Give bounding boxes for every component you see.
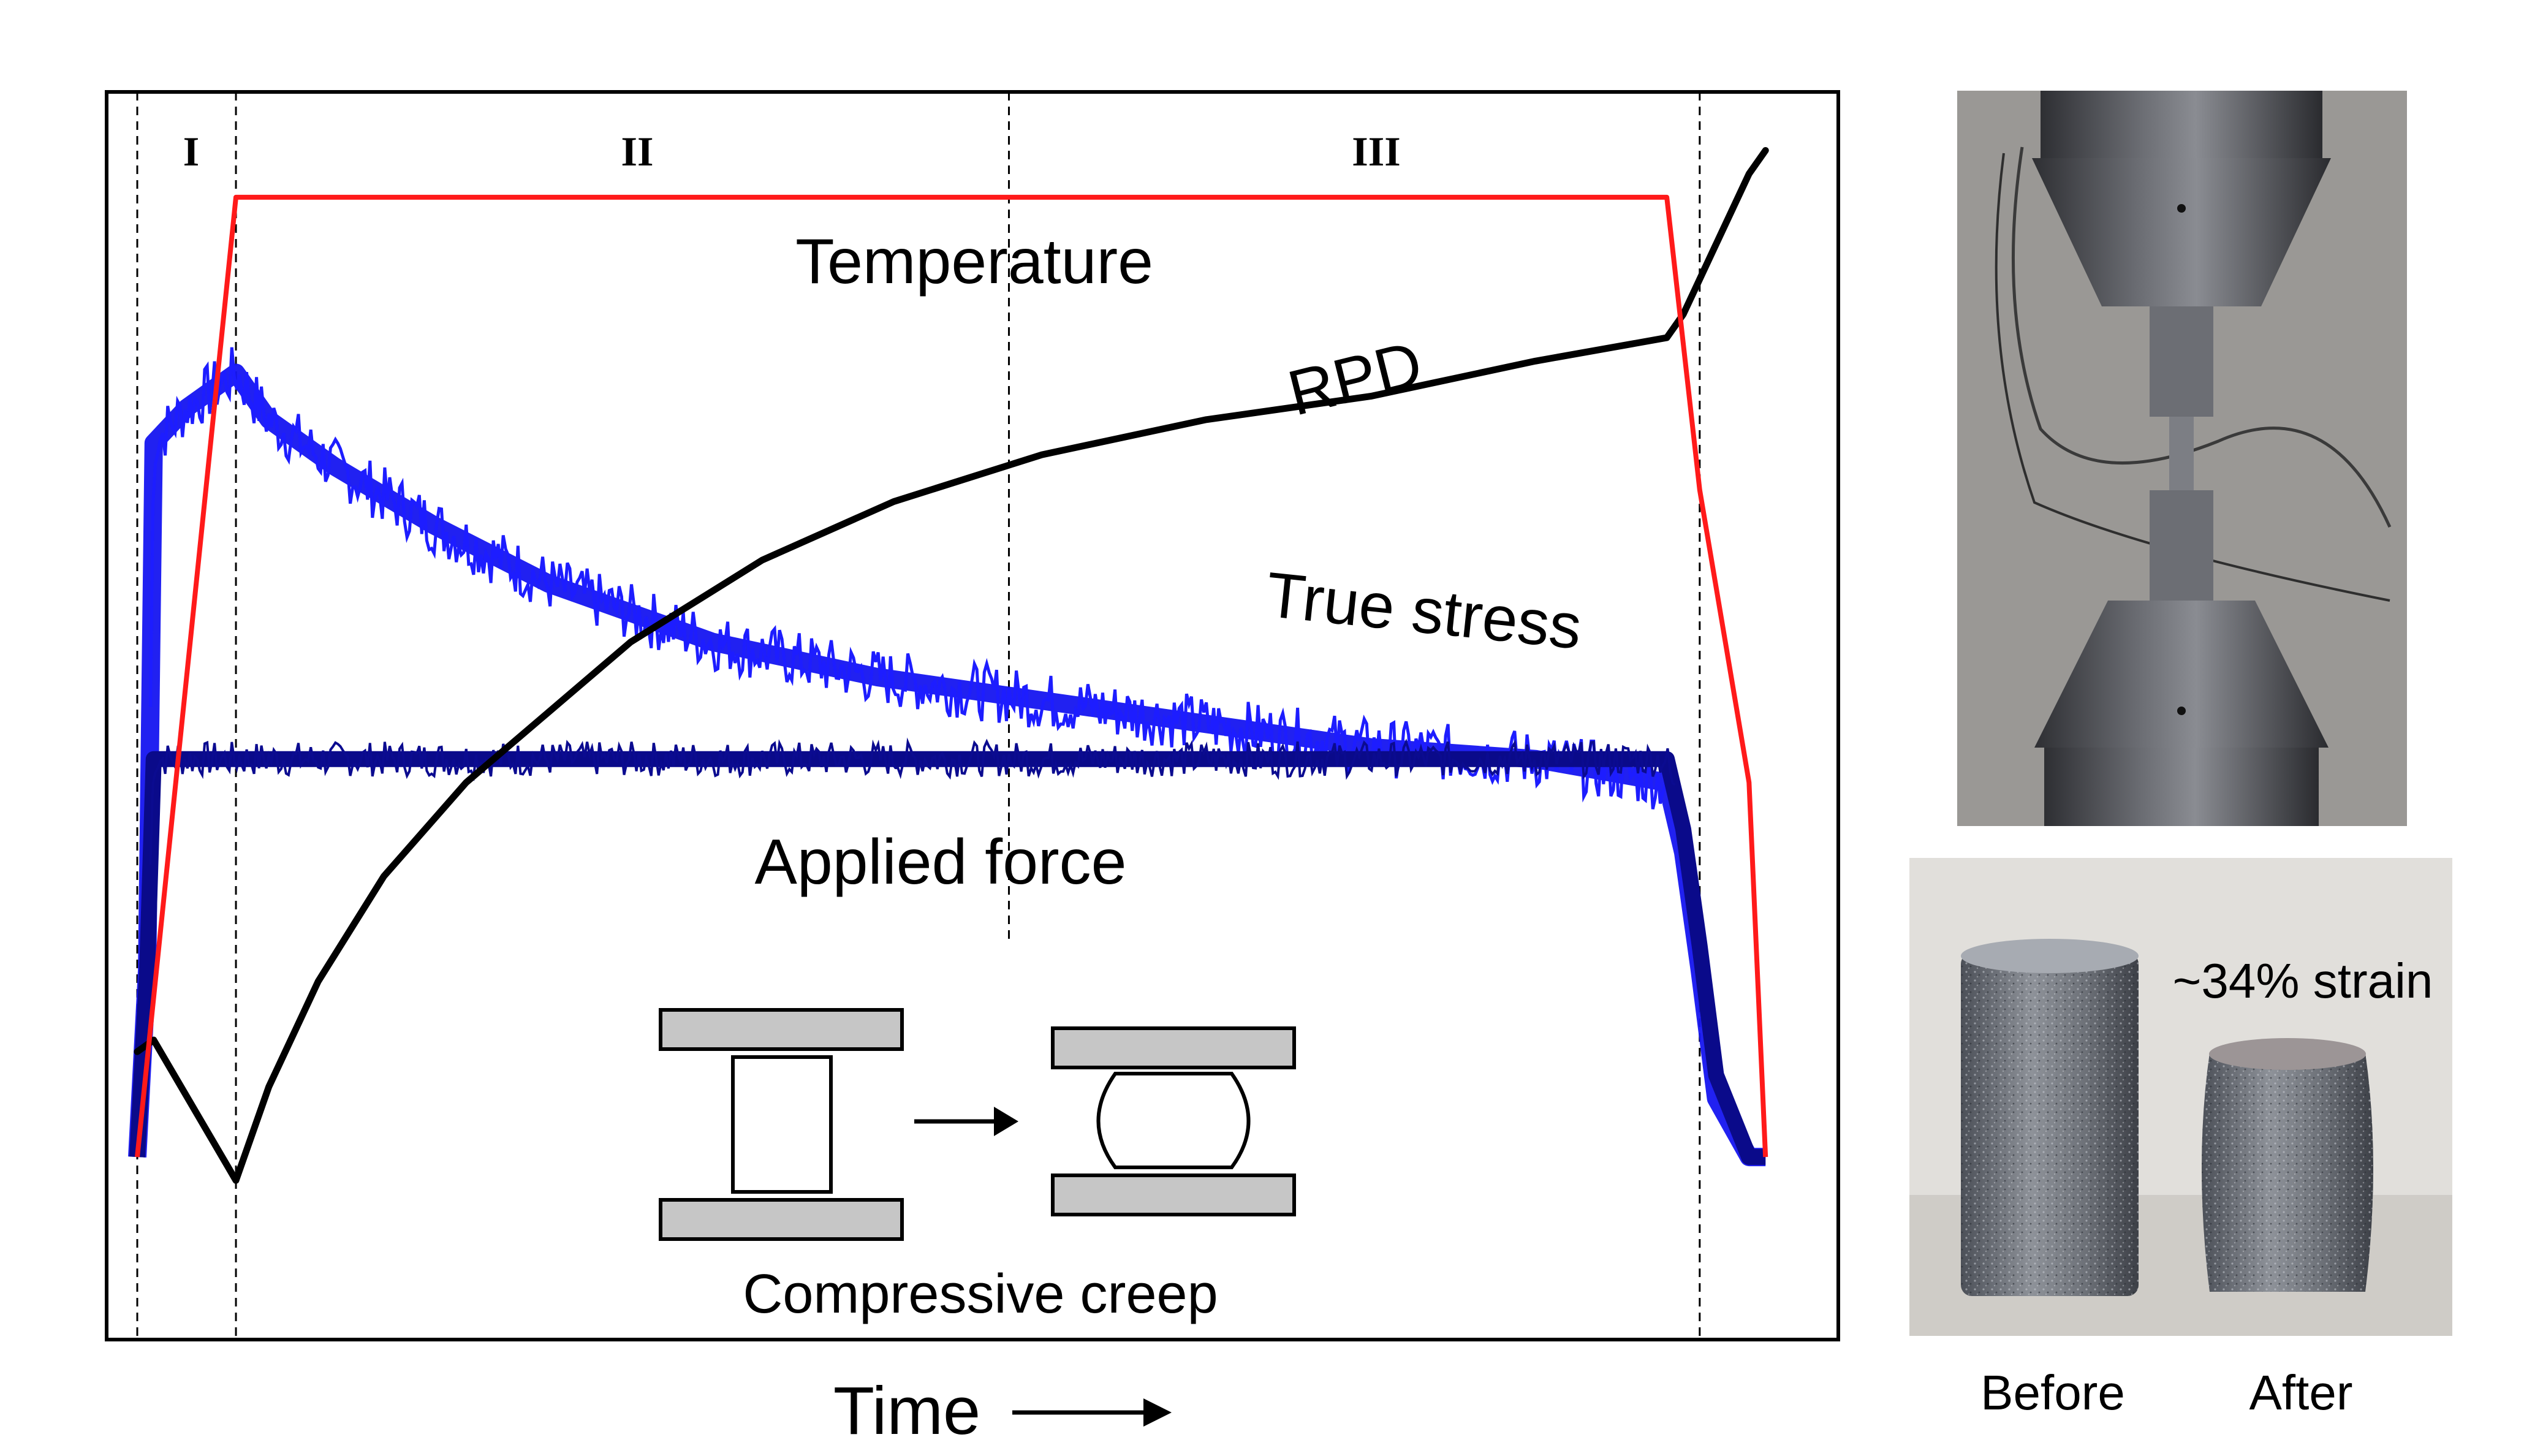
x-axis-label: Time [833, 1373, 980, 1449]
series-line-temperature [135, 194, 1768, 1158]
annotation-compressive-creep: Compressive creep [743, 1264, 1218, 1325]
region-label-i: I [183, 128, 199, 175]
before-label: Before [1980, 1365, 2125, 1420]
after-label: After [2249, 1365, 2353, 1420]
plot-frame [105, 90, 1840, 1341]
specimen-before [731, 1055, 833, 1194]
series-line-rpd [134, 147, 1769, 1184]
specimen-after [1096, 1072, 1251, 1169]
series-label-temperature: Temperature [795, 226, 1153, 297]
samples-photo [1909, 858, 2452, 1336]
sample-caption: ~34% strain [2173, 954, 2433, 1008]
series-label-true-stress: True stress [1263, 559, 1585, 663]
series-label-applied-force: Applied force [754, 827, 1126, 898]
platen-bottom-after [1051, 1174, 1296, 1216]
series-label-rpd: RPD [1281, 328, 1429, 430]
platen-bottom-before [659, 1198, 904, 1241]
platen-top-before [659, 1008, 904, 1051]
apparatus-photo [1957, 91, 2407, 826]
region-label-ii: II [621, 128, 654, 175]
platen-top-after [1051, 1026, 1296, 1069]
region-dividers [136, 92, 1701, 1340]
x-axis-arrow-head [1143, 1398, 1172, 1427]
compression-schematic [659, 1008, 1296, 1241]
series-line-applied-force [129, 751, 1766, 1166]
arrow-head [994, 1107, 1018, 1136]
series-noise-applied-force [149, 737, 1676, 865]
region-label-iii: III [1352, 128, 1400, 175]
